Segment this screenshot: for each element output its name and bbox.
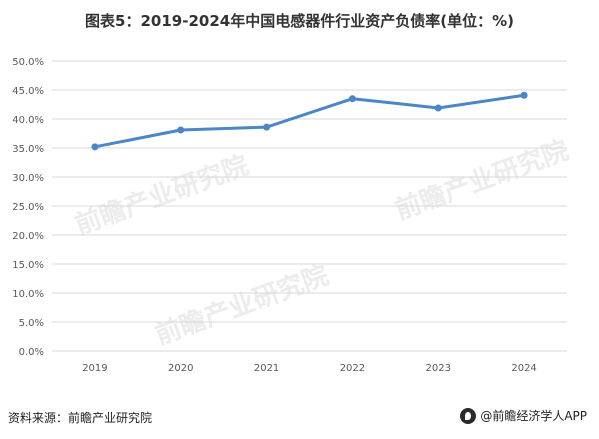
y-tick-label: 10.0% xyxy=(12,289,44,300)
source-text: 资料来源：前瞻产业研究院 xyxy=(8,411,153,425)
data-point xyxy=(263,123,271,131)
x-tick-label: 2022 xyxy=(340,363,365,374)
grid-lines xyxy=(52,60,567,352)
series-line xyxy=(94,93,525,149)
y-tick-label: 25.0% xyxy=(12,202,44,213)
data-point xyxy=(91,143,99,151)
y-tick-label: 45.0% xyxy=(12,86,44,97)
x-tick-label: 2021 xyxy=(254,363,279,374)
data-point xyxy=(177,126,185,134)
y-tick-label: 5.0% xyxy=(19,318,44,329)
y-axis-labels: 0.0% 5.0% 10.0% 15.0% 20.0% 25.0% 30.0% 35.0% 40… xyxy=(12,57,44,358)
brand: @前瞻经济学人APP xyxy=(460,407,587,424)
brand-text: @前瞻经济学人APP xyxy=(480,409,587,423)
y-tick-label: 20.0% xyxy=(12,231,44,242)
data-point xyxy=(348,95,356,103)
y-tick-label: 15.0% xyxy=(12,260,44,271)
y-tick-label: 40.0% xyxy=(12,115,44,126)
x-axis-labels: 2019 2020 2021 2022 2023 2024 xyxy=(82,363,537,374)
footer: 资料来源：前瞻产业研究院 @前瞻经济学人APP xyxy=(0,402,599,439)
chart-title: 图表5：2019-2024年中国电感器件行业资产负债率(单位：%) xyxy=(85,12,514,30)
y-tick-label: 0.0% xyxy=(19,347,44,358)
x-tick-label: 2024 xyxy=(511,363,536,374)
series-line-group xyxy=(91,91,528,151)
y-tick-label: 30.0% xyxy=(12,173,44,184)
data-point xyxy=(434,104,442,112)
y-tick-label: 50.0% xyxy=(12,57,44,68)
x-tick-label: 2020 xyxy=(168,363,193,374)
y-tick-label: 35.0% xyxy=(12,144,44,155)
brand-logo-icon xyxy=(460,407,477,424)
x-tick-label: 2023 xyxy=(426,363,451,374)
data-point xyxy=(520,91,528,99)
line-chart: 0.0% 5.0% 10.0% 15.0% 20.0% 25.0% 30.0% 35.0% 40… xyxy=(12,57,567,374)
x-tick-label: 2019 xyxy=(82,363,107,374)
